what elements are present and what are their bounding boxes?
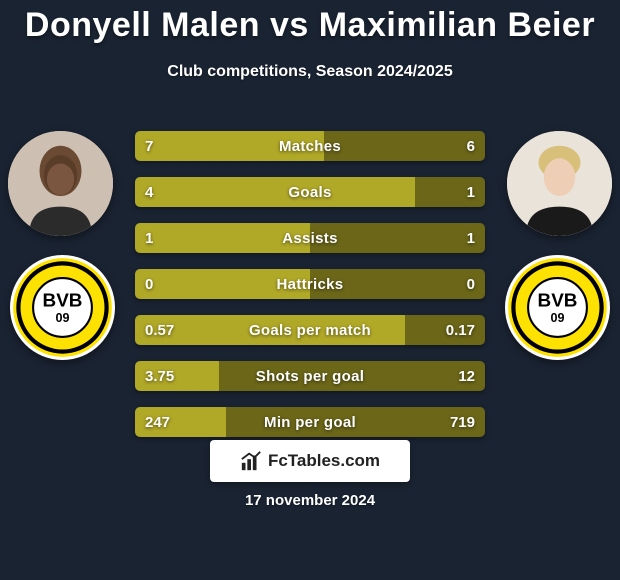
- stat-row: 11Assists: [135, 223, 485, 253]
- bvb-badge-icon: BVB 09: [10, 255, 115, 360]
- stat-row: 76Matches: [135, 131, 485, 161]
- stat-label: Shots per goal: [135, 361, 485, 391]
- club-left-badge: BVB 09: [10, 255, 115, 360]
- stat-row: 41Goals: [135, 177, 485, 207]
- stat-label: Assists: [135, 223, 485, 253]
- comparison-panel: BVB 09 BVB 09 76Matches 41Goals 11Assists 0…: [0, 113, 620, 433]
- stat-row: 00Hattricks: [135, 269, 485, 299]
- stat-label: Hattricks: [135, 269, 485, 299]
- subtitle: Club competitions, Season 2024/2025: [0, 63, 620, 81]
- person-silhouette-icon: [8, 131, 113, 236]
- stat-row: 0.570.17Goals per match: [135, 315, 485, 345]
- stat-bars-container: 76Matches 41Goals 11Assists 00Hattricks 0.57…: [135, 131, 485, 453]
- svg-text:BVB: BVB: [538, 290, 578, 311]
- stat-label: Min per goal: [135, 407, 485, 437]
- stat-row: 247719Min per goal: [135, 407, 485, 437]
- player-right-avatar: [507, 131, 612, 236]
- page-title: Donyell Malen vs Maximilian Beier: [0, 0, 620, 45]
- brand-text: FcTables.com: [268, 451, 380, 471]
- person-silhouette-icon: [507, 131, 612, 236]
- brand-badge: FcTables.com: [210, 440, 410, 482]
- stat-label: Goals per match: [135, 315, 485, 345]
- player-left-avatar: [8, 131, 113, 236]
- bar-chart-icon: [240, 450, 262, 472]
- bvb-badge-icon: BVB 09: [505, 255, 610, 360]
- svg-text:09: 09: [550, 311, 564, 325]
- club-right-badge: BVB 09: [505, 255, 610, 360]
- stat-label: Matches: [135, 131, 485, 161]
- svg-text:BVB: BVB: [43, 290, 83, 311]
- footer-date: 17 november 2024: [0, 492, 620, 509]
- stat-label: Goals: [135, 177, 485, 207]
- svg-text:09: 09: [55, 311, 69, 325]
- stat-row: 3.7512Shots per goal: [135, 361, 485, 391]
